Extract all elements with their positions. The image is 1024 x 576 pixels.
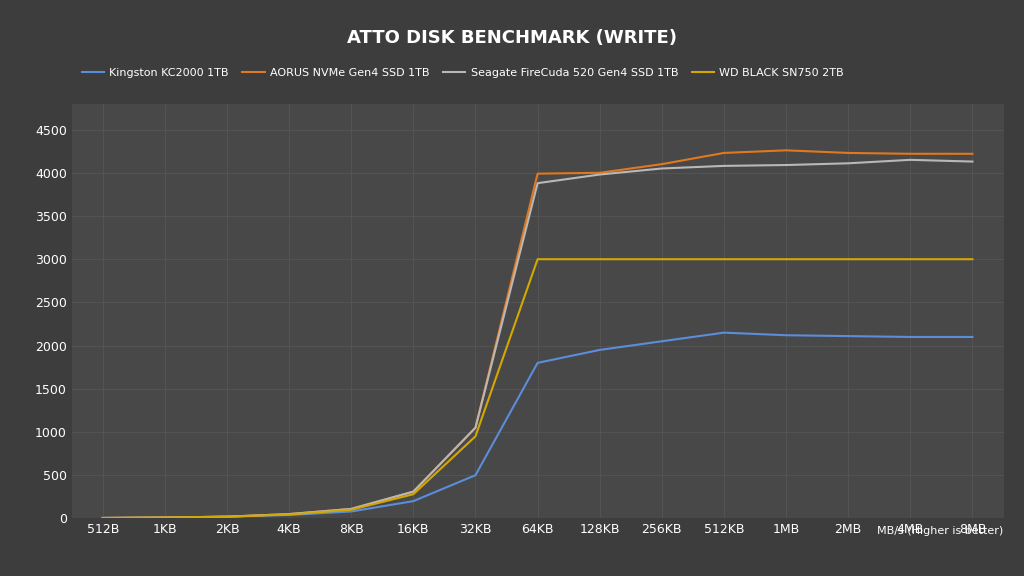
Seagate FireCuda 520 Gen4 SSD 1TB bbox=[283, 510, 295, 517]
Kingston KC2000 1TB bbox=[221, 513, 233, 520]
Kingston KC2000 1TB bbox=[408, 498, 420, 505]
Seagate FireCuda 520 Gen4 SSD 1TB bbox=[718, 162, 730, 169]
WD BLACK SN750 2TB bbox=[159, 514, 171, 521]
AORUS NVMe Gen4 SSD 1TB bbox=[718, 149, 730, 156]
Line: Kingston KC2000 1TB: Kingston KC2000 1TB bbox=[102, 333, 973, 518]
Seagate FireCuda 520 Gen4 SSD 1TB bbox=[842, 160, 854, 167]
AORUS NVMe Gen4 SSD 1TB bbox=[221, 513, 233, 520]
Seagate FireCuda 520 Gen4 SSD 1TB bbox=[469, 424, 481, 431]
Seagate FireCuda 520 Gen4 SSD 1TB bbox=[594, 171, 606, 178]
AORUS NVMe Gen4 SSD 1TB bbox=[531, 170, 544, 177]
WD BLACK SN750 2TB bbox=[469, 433, 481, 440]
Seagate FireCuda 520 Gen4 SSD 1TB bbox=[780, 161, 793, 168]
Seagate FireCuda 520 Gen4 SSD 1TB bbox=[967, 158, 979, 165]
AORUS NVMe Gen4 SSD 1TB bbox=[159, 514, 171, 521]
AORUS NVMe Gen4 SSD 1TB bbox=[655, 161, 668, 168]
WD BLACK SN750 2TB bbox=[967, 256, 979, 263]
AORUS NVMe Gen4 SSD 1TB bbox=[967, 150, 979, 157]
Kingston KC2000 1TB bbox=[96, 514, 109, 521]
Seagate FireCuda 520 Gen4 SSD 1TB bbox=[408, 488, 420, 495]
WD BLACK SN750 2TB bbox=[283, 511, 295, 518]
Line: WD BLACK SN750 2TB: WD BLACK SN750 2TB bbox=[102, 259, 973, 518]
Kingston KC2000 1TB bbox=[655, 338, 668, 344]
Seagate FireCuda 520 Gen4 SSD 1TB bbox=[904, 156, 916, 164]
AORUS NVMe Gen4 SSD 1TB bbox=[469, 424, 481, 431]
AORUS NVMe Gen4 SSD 1TB bbox=[904, 150, 916, 157]
WD BLACK SN750 2TB bbox=[594, 256, 606, 263]
WD BLACK SN750 2TB bbox=[780, 256, 793, 263]
AORUS NVMe Gen4 SSD 1TB bbox=[842, 149, 854, 156]
WD BLACK SN750 2TB bbox=[221, 513, 233, 520]
Seagate FireCuda 520 Gen4 SSD 1TB bbox=[96, 514, 109, 521]
Line: AORUS NVMe Gen4 SSD 1TB: AORUS NVMe Gen4 SSD 1TB bbox=[102, 150, 973, 518]
AORUS NVMe Gen4 SSD 1TB bbox=[780, 147, 793, 154]
AORUS NVMe Gen4 SSD 1TB bbox=[96, 514, 109, 521]
AORUS NVMe Gen4 SSD 1TB bbox=[345, 506, 357, 513]
Seagate FireCuda 520 Gen4 SSD 1TB bbox=[345, 506, 357, 513]
WD BLACK SN750 2TB bbox=[655, 256, 668, 263]
WD BLACK SN750 2TB bbox=[904, 256, 916, 263]
WD BLACK SN750 2TB bbox=[531, 256, 544, 263]
AORUS NVMe Gen4 SSD 1TB bbox=[408, 488, 420, 495]
Seagate FireCuda 520 Gen4 SSD 1TB bbox=[531, 180, 544, 187]
Kingston KC2000 1TB bbox=[469, 472, 481, 479]
Seagate FireCuda 520 Gen4 SSD 1TB bbox=[655, 165, 668, 172]
WD BLACK SN750 2TB bbox=[718, 256, 730, 263]
Kingston KC2000 1TB bbox=[842, 333, 854, 340]
Kingston KC2000 1TB bbox=[967, 334, 979, 340]
Kingston KC2000 1TB bbox=[594, 346, 606, 353]
WD BLACK SN750 2TB bbox=[408, 491, 420, 498]
Seagate FireCuda 520 Gen4 SSD 1TB bbox=[221, 513, 233, 520]
Kingston KC2000 1TB bbox=[904, 334, 916, 340]
Text: MB/s (Higher is better): MB/s (Higher is better) bbox=[878, 526, 1004, 536]
WD BLACK SN750 2TB bbox=[96, 514, 109, 521]
AORUS NVMe Gen4 SSD 1TB bbox=[594, 169, 606, 176]
Text: ATTO DISK BENCHMARK (WRITE): ATTO DISK BENCHMARK (WRITE) bbox=[347, 29, 677, 47]
Kingston KC2000 1TB bbox=[531, 359, 544, 366]
WD BLACK SN750 2TB bbox=[345, 506, 357, 513]
Kingston KC2000 1TB bbox=[159, 514, 171, 521]
AORUS NVMe Gen4 SSD 1TB bbox=[283, 510, 295, 517]
Seagate FireCuda 520 Gen4 SSD 1TB bbox=[159, 514, 171, 521]
Kingston KC2000 1TB bbox=[283, 511, 295, 518]
Legend: Kingston KC2000 1TB, AORUS NVMe Gen4 SSD 1TB, Seagate FireCuda 520 Gen4 SSD 1TB,: Kingston KC2000 1TB, AORUS NVMe Gen4 SSD… bbox=[77, 63, 848, 82]
Line: Seagate FireCuda 520 Gen4 SSD 1TB: Seagate FireCuda 520 Gen4 SSD 1TB bbox=[102, 160, 973, 518]
Kingston KC2000 1TB bbox=[345, 508, 357, 515]
WD BLACK SN750 2TB bbox=[842, 256, 854, 263]
Kingston KC2000 1TB bbox=[780, 332, 793, 339]
Kingston KC2000 1TB bbox=[718, 329, 730, 336]
